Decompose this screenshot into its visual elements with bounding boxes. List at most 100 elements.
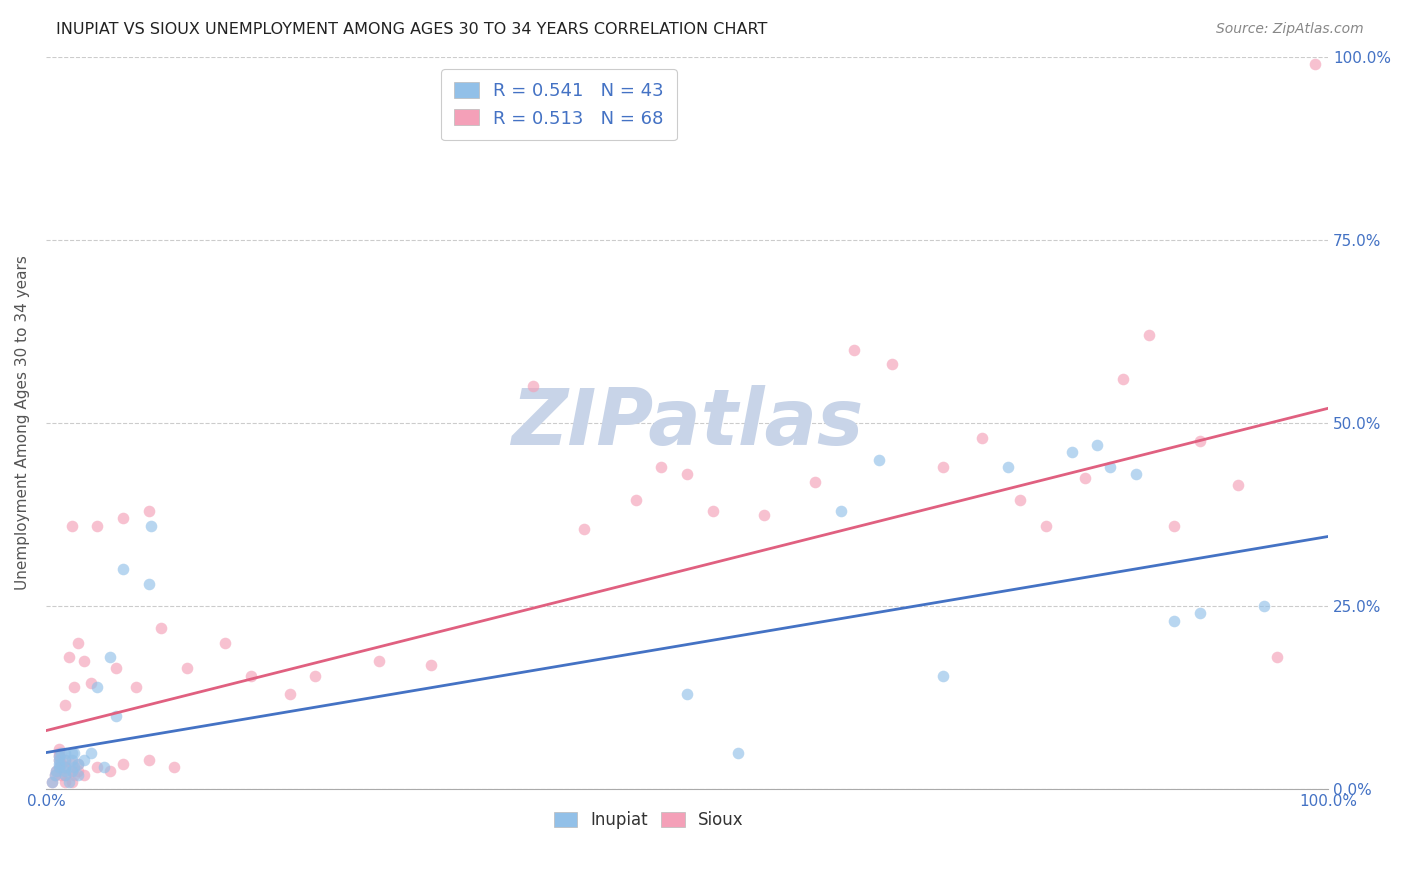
Point [44, 767, 66, 781]
Point [93, 760, 115, 774]
Point [163, 760, 186, 774]
Point [48, 749, 70, 764]
Point [60, 518, 83, 533]
Point [111, 511, 134, 525]
Text: ZIPatlas: ZIPatlas [510, 385, 863, 461]
Point [45, 764, 67, 778]
Point [138, 753, 160, 767]
Point [66, 756, 89, 771]
Point [676, 687, 699, 701]
Point [60, 753, 83, 767]
Point [48, 753, 70, 767]
Point [1163, 614, 1185, 628]
Point [676, 467, 699, 482]
Point [1060, 445, 1083, 459]
Point [1010, 492, 1032, 507]
Point [53, 753, 76, 767]
Y-axis label: Unemployment Among Ages 30 to 34 years: Unemployment Among Ages 30 to 34 years [15, 255, 30, 591]
Point [73, 767, 96, 781]
Point [41, 775, 63, 789]
Point [278, 687, 301, 701]
Point [63, 767, 86, 781]
Point [86, 518, 108, 533]
Point [1163, 518, 1185, 533]
Point [804, 475, 827, 489]
Point [48, 742, 70, 756]
Point [111, 756, 134, 771]
Point [1099, 459, 1122, 474]
Point [1085, 438, 1108, 452]
Point [51, 767, 73, 781]
Point [53, 698, 76, 712]
Point [1305, 57, 1327, 71]
Point [1265, 650, 1288, 665]
Point [1137, 328, 1160, 343]
Point [650, 459, 672, 474]
Point [105, 661, 128, 675]
Point [150, 621, 173, 635]
Point [830, 504, 852, 518]
Point [44, 767, 66, 781]
Point [53, 753, 76, 767]
Point [80, 746, 103, 760]
Point [932, 668, 955, 682]
Point [1073, 471, 1095, 485]
Point [53, 767, 76, 781]
Point [51, 746, 73, 760]
Point [752, 508, 775, 522]
Point [868, 452, 890, 467]
Point [98, 650, 121, 665]
Point [214, 636, 236, 650]
Point [842, 343, 865, 357]
Point [105, 709, 128, 723]
Point [1188, 607, 1211, 621]
Point [574, 522, 596, 536]
Point [125, 680, 148, 694]
Point [138, 577, 160, 591]
Point [73, 753, 96, 767]
Point [98, 764, 121, 778]
Point [58, 775, 80, 789]
Point [240, 668, 263, 682]
Point [1112, 372, 1135, 386]
Point [60, 756, 83, 771]
Point [970, 431, 993, 445]
Point [86, 680, 108, 694]
Point [51, 756, 73, 771]
Point [66, 764, 89, 778]
Point [53, 760, 76, 774]
Point [48, 760, 70, 774]
Point [882, 357, 904, 371]
Point [60, 764, 83, 778]
Point [53, 775, 76, 789]
Point [48, 753, 70, 767]
Point [60, 764, 83, 778]
Point [86, 760, 108, 774]
Point [1253, 599, 1275, 613]
Point [111, 562, 134, 576]
Point [73, 654, 96, 668]
Point [60, 746, 83, 760]
Point [58, 650, 80, 665]
Point [53, 746, 76, 760]
Text: INUPIAT VS SIOUX UNEMPLOYMENT AMONG AGES 30 TO 34 YEARS CORRELATION CHART: INUPIAT VS SIOUX UNEMPLOYMENT AMONG AGES… [56, 22, 768, 37]
Point [1227, 478, 1250, 492]
Point [45, 764, 67, 778]
Point [66, 756, 89, 771]
Point [1035, 518, 1057, 533]
Point [368, 654, 391, 668]
Point [66, 767, 89, 781]
Point [419, 657, 441, 672]
Point [60, 775, 83, 789]
Point [53, 760, 76, 774]
Text: Source: ZipAtlas.com: Source: ZipAtlas.com [1216, 22, 1364, 37]
Point [63, 760, 86, 774]
Point [176, 661, 198, 675]
Point [932, 459, 955, 474]
Point [522, 379, 544, 393]
Point [66, 636, 89, 650]
Point [48, 756, 70, 771]
Point [138, 504, 160, 518]
Point [80, 676, 103, 690]
Point [1188, 434, 1211, 449]
